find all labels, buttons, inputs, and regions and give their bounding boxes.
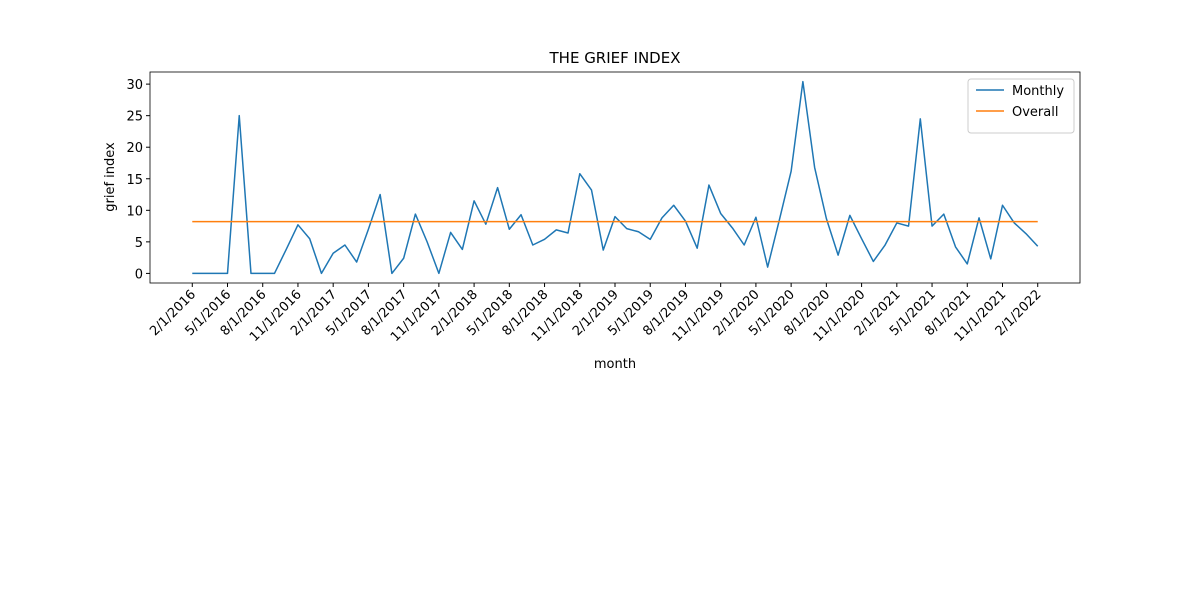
x-axis-label: month xyxy=(594,357,636,372)
y-tick-label: 25 xyxy=(126,110,143,125)
legend-label: Overall xyxy=(1012,105,1058,120)
series-line xyxy=(192,80,1039,275)
y-tick-label: 0 xyxy=(135,267,143,282)
chart-title: THE GRIEF INDEX xyxy=(549,49,681,67)
plot-frame xyxy=(149,71,1081,284)
y-tick-label: 15 xyxy=(126,173,143,188)
y-tick-label: 10 xyxy=(126,204,143,219)
y-tick-label: 5 xyxy=(135,236,143,251)
y-tick-label: 30 xyxy=(126,78,143,93)
legend-box xyxy=(967,78,1075,134)
y-tick-label: 20 xyxy=(126,141,143,156)
legend-label: Monthly xyxy=(1012,84,1064,99)
y-axis-label: grief index xyxy=(103,142,118,212)
